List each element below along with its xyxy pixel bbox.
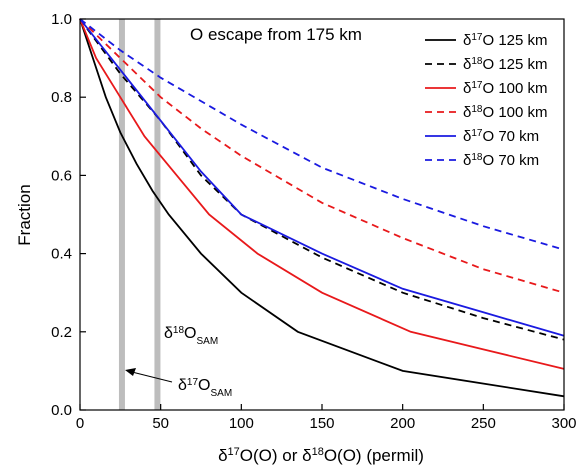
legend-label-1: δ17O 125 km xyxy=(463,32,548,50)
x-tick-label: 100 xyxy=(229,415,254,432)
annotation-d17o-sam: δ17OSAM xyxy=(178,377,232,399)
series-line-4 xyxy=(79,18,565,294)
x-tick-label: 50 xyxy=(152,415,169,432)
reference-lines xyxy=(118,19,161,410)
y-axis: 0.0 0.2 0.4 0.6 0.8 1.0 xyxy=(51,11,86,419)
legend: δ17O 125 km δ18O 125 km δ17O 100 km δ18O 10… xyxy=(425,32,548,170)
x-tick-label: 300 xyxy=(551,415,576,432)
legend-label-4: δ18O 100 km xyxy=(463,104,548,122)
y-tick-label: 1.0 xyxy=(51,11,72,28)
legend-label-6: δ18O 70 km xyxy=(463,152,539,170)
series-line-1 xyxy=(79,18,565,398)
x-axis-title: δ17O(O) or δ18O(O) (permil) xyxy=(218,446,424,465)
plot-series xyxy=(79,18,565,398)
legend-label-3: δ17O 100 km xyxy=(463,80,548,98)
annotations: δ18OSAM δ17OSAM xyxy=(125,325,232,399)
x-axis: 0 50 100 150 200 250 300 xyxy=(76,404,577,432)
x-tick-label: 150 xyxy=(309,415,334,432)
chart-title: O escape from 175 km xyxy=(190,25,362,44)
annotation-d18o-sam: δ18OSAM xyxy=(164,325,218,347)
y-tick-label: 0.8 xyxy=(51,89,72,106)
y-tick-label: 0.2 xyxy=(51,324,72,341)
y-tick-label: 0.4 xyxy=(51,246,72,263)
y-axis-title: Fraction xyxy=(15,184,34,245)
legend-label-5: δ17O 70 km xyxy=(463,128,539,146)
x-tick-label: 250 xyxy=(471,415,496,432)
series-line-6 xyxy=(79,18,565,251)
series-line-5 xyxy=(79,18,565,337)
annotation-arrow xyxy=(131,371,173,383)
legend-label-2: δ18O 125 km xyxy=(463,56,548,74)
arrow-head-icon xyxy=(125,368,136,376)
y-tick-label: 0.0 xyxy=(51,402,72,419)
series-line-3 xyxy=(79,18,565,370)
x-tick-label: 200 xyxy=(390,415,415,432)
y-tick-label: 0.6 xyxy=(51,167,72,184)
x-tick-label: 0 xyxy=(76,415,84,432)
